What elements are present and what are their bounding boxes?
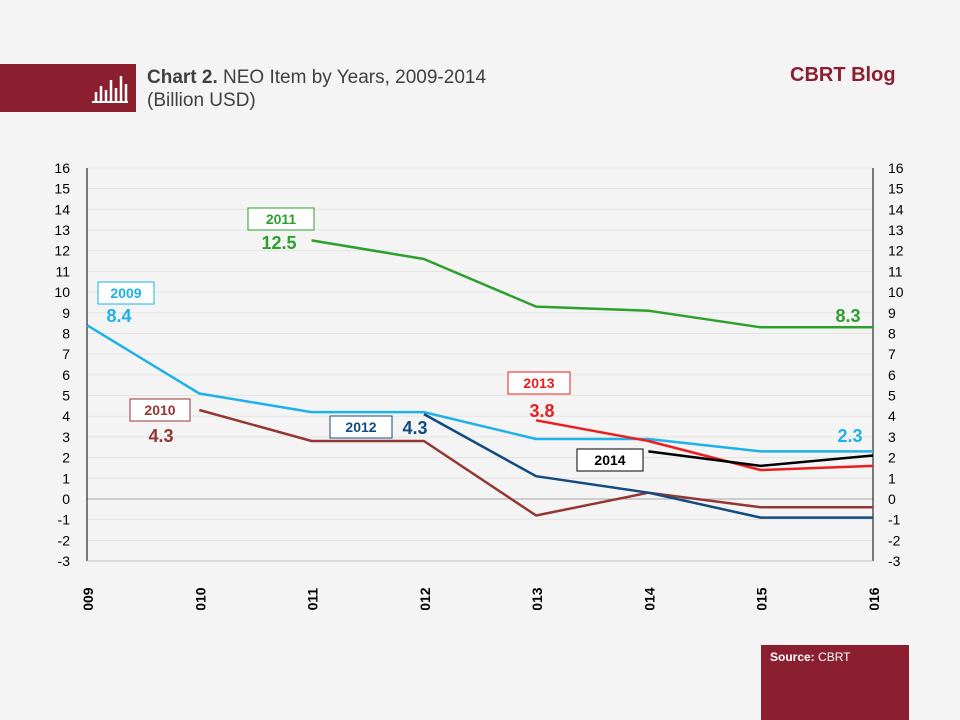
value-label-2011: 12.5 bbox=[261, 233, 296, 253]
x-tick-label: 2012 bbox=[417, 587, 433, 610]
label-box-2010 bbox=[129, 398, 191, 422]
value-label-2009: 8.4 bbox=[106, 306, 131, 326]
y-tick-label-right: 16 bbox=[888, 160, 904, 176]
x-tick-label: 2013 bbox=[529, 587, 545, 610]
x-tick-label: 2016 bbox=[866, 587, 882, 610]
y-tick-label-right: 10 bbox=[888, 284, 904, 300]
source-label: Source: bbox=[770, 650, 815, 664]
y-tick-label-left: -2 bbox=[58, 532, 71, 548]
y-tick-label-left: 7 bbox=[62, 346, 70, 362]
blog-label: CBRT Blog bbox=[790, 64, 896, 86]
x-tick-label: 2009 bbox=[80, 587, 96, 610]
x-tick-label: 2011 bbox=[305, 588, 321, 610]
y-tick-label-right: 13 bbox=[888, 222, 904, 238]
y-tick-label-right: -2 bbox=[888, 532, 901, 548]
x-tick-label: 2010 bbox=[192, 587, 208, 610]
chart-title-prefix: Chart 2. bbox=[147, 67, 218, 88]
y-tick-label-left: 8 bbox=[62, 325, 70, 341]
series-line-2014 bbox=[648, 450, 874, 468]
y-tick-label-left: 14 bbox=[54, 201, 70, 217]
y-tick-label-left: -1 bbox=[58, 512, 71, 528]
bar-chart-icon bbox=[92, 76, 128, 103]
chart-title: Chart 2. NEO Item by Years, 2009-2014 bbox=[147, 66, 486, 89]
y-tick-label-right: 4 bbox=[888, 408, 896, 424]
label-box-text-2010: 2010 bbox=[144, 402, 175, 418]
y-tick-label-right: 9 bbox=[888, 305, 896, 321]
source-box: Source: CBRT bbox=[761, 645, 909, 720]
y-tick-label-left: 15 bbox=[54, 181, 70, 197]
value-label-2012: 4.3 bbox=[402, 418, 427, 438]
label-box-2012 bbox=[329, 415, 393, 439]
label-box-2013 bbox=[507, 371, 571, 395]
series-line-2012 bbox=[423, 413, 873, 519]
end-value-label-2009: 2.3 bbox=[837, 426, 862, 446]
x-tick-label: 2014 bbox=[641, 587, 657, 610]
y-tick-label-left: 4 bbox=[62, 408, 70, 424]
label-box-text-2013: 2013 bbox=[523, 375, 554, 391]
source-value: CBRT bbox=[818, 650, 851, 664]
y-tick-label-right: 6 bbox=[888, 367, 896, 383]
series-line-2011 bbox=[311, 239, 873, 329]
y-tick-label-left: 9 bbox=[62, 305, 70, 321]
y-tick-label-left: 5 bbox=[62, 388, 70, 404]
y-tick-label-left: 16 bbox=[54, 160, 70, 176]
label-box-text-2011: 2011 bbox=[266, 211, 297, 227]
y-tick-label-right: 8 bbox=[888, 325, 896, 341]
series-line-2010 bbox=[198, 408, 873, 517]
y-tick-label-right: 7 bbox=[888, 346, 896, 362]
brand-block bbox=[0, 64, 136, 112]
y-tick-label-left: 0 bbox=[62, 491, 70, 507]
value-label-2010: 4.3 bbox=[148, 426, 173, 446]
chart-title-text: NEO Item by Years, 2009-2014 bbox=[223, 67, 487, 88]
label-box-text-2014: 2014 bbox=[594, 452, 625, 468]
y-tick-label-right: 11 bbox=[888, 263, 903, 279]
series-line-2009 bbox=[86, 324, 873, 453]
y-tick-label-left: 6 bbox=[62, 367, 70, 383]
x-tick-label: 2015 bbox=[754, 587, 770, 610]
y-tick-label-right: -1 bbox=[888, 512, 901, 528]
y-tick-label-left: 2 bbox=[62, 450, 70, 466]
chart-title-block: Chart 2. NEO Item by Years, 2009-2014 (B… bbox=[147, 66, 486, 112]
y-tick-label-right: 3 bbox=[888, 429, 896, 445]
chart-subtitle: (Billion USD) bbox=[147, 90, 256, 111]
end-value-label-2011: 8.3 bbox=[835, 306, 860, 326]
y-tick-label-right: 1 bbox=[888, 470, 896, 486]
y-tick-label-right: 5 bbox=[888, 388, 896, 404]
y-tick-label-right: 2 bbox=[888, 450, 896, 466]
y-tick-label-right: 12 bbox=[888, 243, 904, 259]
y-tick-label-right: 14 bbox=[888, 201, 904, 217]
y-tick-label-right: 0 bbox=[888, 491, 896, 507]
y-tick-label-right: -3 bbox=[888, 553, 901, 569]
y-tick-label-left: 1 bbox=[62, 470, 70, 486]
series-line-2013 bbox=[535, 419, 874, 472]
label-box-text-2012: 2012 bbox=[345, 419, 376, 435]
y-tick-label-right: 15 bbox=[888, 181, 904, 197]
label-box-2014 bbox=[576, 448, 644, 472]
y-tick-label-left: 13 bbox=[54, 222, 70, 238]
y-tick-label-left: 3 bbox=[62, 429, 70, 445]
label-box-2009 bbox=[97, 281, 155, 305]
y-tick-label-left: 11 bbox=[55, 263, 70, 279]
y-tick-label-left: -3 bbox=[58, 553, 71, 569]
y-tick-label-left: 10 bbox=[54, 284, 70, 300]
value-label-2013: 3.8 bbox=[529, 401, 554, 421]
label-box-text-2009: 2009 bbox=[110, 285, 141, 301]
label-box-2011 bbox=[247, 207, 315, 231]
y-tick-label-left: 12 bbox=[54, 243, 70, 259]
